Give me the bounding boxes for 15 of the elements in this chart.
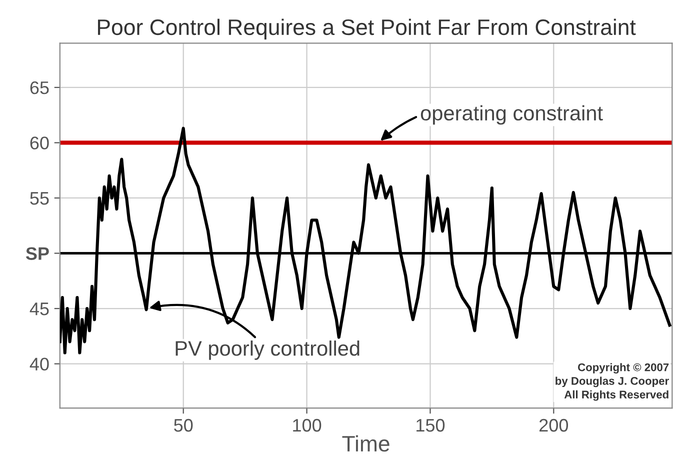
- y-tick-label: 40: [30, 358, 49, 371]
- x-tick-label: 100: [293, 418, 322, 432]
- annotation: operating constraint: [420, 105, 603, 125]
- y-tick-label: SP: [26, 247, 49, 260]
- x-tick-label: 150: [416, 418, 445, 432]
- y-tick-label: 65: [30, 81, 49, 94]
- x-axis-title: Time: [342, 435, 390, 452]
- y-tick-label: 45: [30, 302, 49, 316]
- x-tick-label: 200: [540, 418, 568, 432]
- annotation: Copyright © 2007 by Douglas J. Cooper All Rights Reserved: [556, 363, 669, 401]
- x-tick-label: 50: [174, 418, 193, 432]
- y-tick-label: 60: [30, 136, 49, 150]
- chart-title: Poor Control Requires a Set Point Far From Constraint: [98, 18, 636, 40]
- y-tick-label: 55: [30, 192, 49, 205]
- annotation: PV poorly controlled: [176, 340, 360, 360]
